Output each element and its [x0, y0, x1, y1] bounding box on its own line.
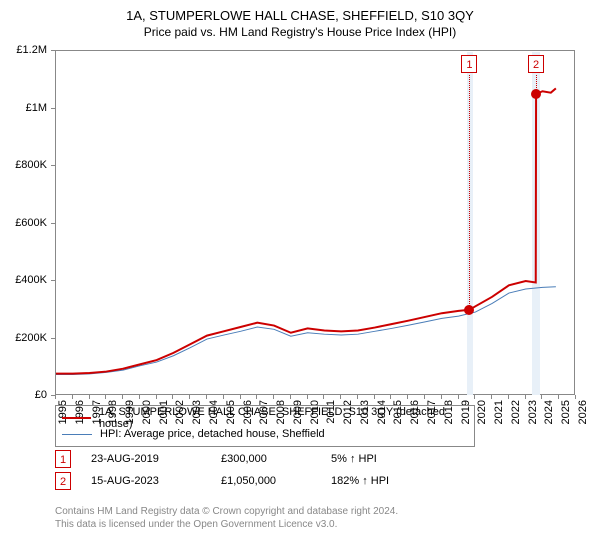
sale-row-price: £1,050,000: [221, 475, 331, 487]
x-axis-label: 2020: [476, 400, 488, 440]
y-axis-label: £600K: [0, 217, 47, 229]
sale-row-hpi: 182% ↑ HPI: [331, 475, 431, 487]
legend-swatch: [62, 434, 92, 435]
sale-row-price: £300,000: [221, 453, 331, 465]
series-line: [56, 88, 556, 373]
x-axis-label: 2023: [527, 400, 539, 440]
x-axis-label: 2024: [543, 400, 555, 440]
legend-swatch: [62, 417, 91, 419]
y-axis-label: £1M: [0, 102, 47, 114]
y-axis-label: £200K: [0, 332, 47, 344]
sale-row-hpi: 5% ↑ HPI: [331, 453, 431, 465]
sale-row-date: 15-AUG-2023: [91, 475, 221, 487]
chart-title: 1A, STUMPERLOWE HALL CHASE, SHEFFIELD, S…: [0, 0, 600, 23]
legend-label: HPI: Average price, detached house, Shef…: [100, 428, 325, 440]
sale-row-date: 23-AUG-2019: [91, 453, 221, 465]
y-axis-label: £800K: [0, 159, 47, 171]
sale-row: 1 23-AUG-2019£300,0005% ↑ HPI: [55, 448, 431, 470]
x-axis-label: 2026: [577, 400, 589, 440]
sale-marker-line: [469, 75, 470, 310]
series-line: [56, 287, 556, 375]
sale-row-marker: 1: [55, 450, 71, 468]
plot-region: 12: [55, 50, 575, 395]
footer-line-1: Contains HM Land Registry data © Crown c…: [55, 505, 398, 518]
chart-area: 12 £0£200K£400K£600K£800K£1M£1.2M 199519…: [55, 50, 575, 395]
x-axis-label: 2022: [510, 400, 522, 440]
chart-container: 1A, STUMPERLOWE HALL CHASE, SHEFFIELD, S…: [0, 0, 600, 560]
legend-label: 1A, STUMPERLOWE HALL CHASE, SHEFFIELD, S…: [99, 406, 468, 430]
y-axis-label: £400K: [0, 274, 47, 286]
x-axis-label: 2025: [560, 400, 572, 440]
y-axis-label: £0: [0, 389, 47, 401]
plot-svg: [56, 51, 576, 396]
x-axis-label: 2021: [493, 400, 505, 440]
sale-row: 2 15-AUG-2023£1,050,000182% ↑ HPI: [55, 470, 431, 492]
footer: Contains HM Land Registry data © Crown c…: [55, 505, 398, 531]
sales-table: 1 23-AUG-2019£300,0005% ↑ HPI 2 15-AUG-2023…: [55, 448, 431, 492]
sale-marker-box: 2: [528, 55, 544, 73]
sale-marker-box: 1: [461, 55, 477, 73]
footer-line-2: This data is licensed under the Open Gov…: [55, 518, 398, 531]
chart-subtitle: Price paid vs. HM Land Registry's House …: [0, 23, 600, 39]
legend: 1A, STUMPERLOWE HALL CHASE, SHEFFIELD, S…: [55, 405, 475, 447]
legend-item: 1A, STUMPERLOWE HALL CHASE, SHEFFIELD, S…: [62, 410, 468, 426]
y-axis-label: £1.2M: [0, 44, 47, 56]
sale-row-marker: 2: [55, 472, 71, 490]
sale-marker-point: [531, 89, 541, 99]
sale-marker-point: [464, 305, 474, 315]
